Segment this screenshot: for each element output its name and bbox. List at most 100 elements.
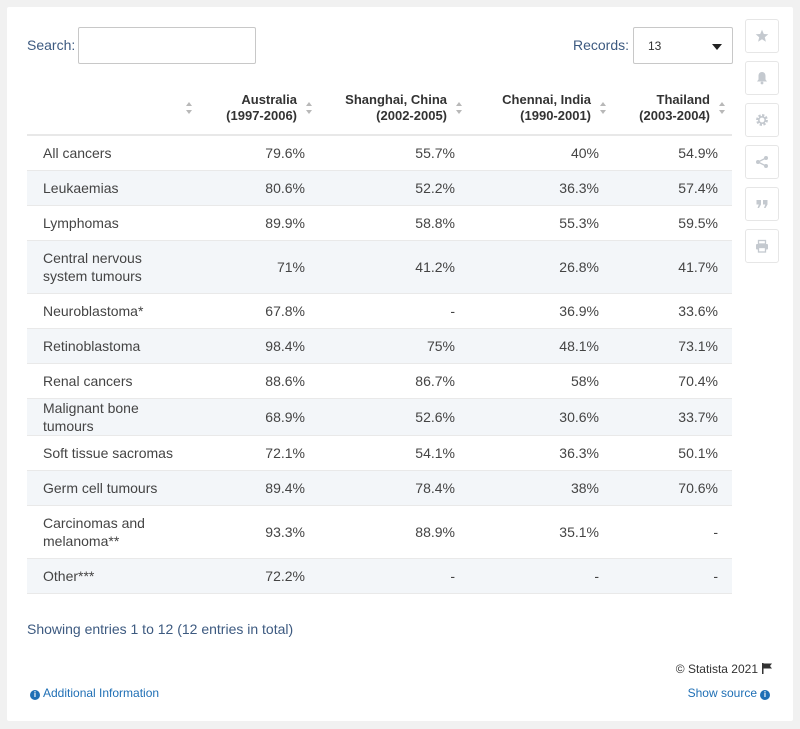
bell-icon: [757, 72, 767, 85]
row-label: Leukaemias: [27, 170, 199, 206]
table-cell: 57.4%: [613, 170, 732, 206]
share-button[interactable]: [745, 145, 779, 179]
table-cell: 88.9%: [319, 505, 469, 559]
table-cell: 35.1%: [469, 505, 613, 559]
column-header[interactable]: Australia (1997-2006): [199, 82, 319, 136]
table-cell: 68.9%: [199, 398, 319, 436]
table-row: Renal cancers 88.6% 86.7% 58% 70.4%: [27, 363, 732, 399]
flag-icon[interactable]: [762, 663, 773, 674]
table-cell: 52.6%: [319, 398, 469, 436]
records-label: Records:: [573, 37, 630, 53]
table-cell: 54.9%: [613, 135, 732, 171]
table-row: Neuroblastoma* 67.8% -36.9% 33.6%: [27, 293, 732, 329]
table-cell: 89.4%: [199, 470, 319, 506]
table-cell: 50.1%: [613, 435, 732, 471]
table-row: Germ cell tumours 89.4% 78.4% 38% 70.6%: [27, 470, 732, 506]
column-header-line1: Australia: [241, 92, 297, 107]
table-cell: 79.6%: [199, 135, 319, 171]
notification-button[interactable]: [745, 61, 779, 95]
table-cell: 86.7%: [319, 363, 469, 399]
show-source-label: Show source: [687, 686, 757, 700]
records-select[interactable]: 13: [633, 27, 733, 64]
table-row: Lymphomas 89.9% 58.8% 55.3% 59.5%: [27, 205, 732, 241]
sort-icon: [719, 102, 726, 114]
column-header-line2: (1990-2001): [520, 108, 591, 123]
sort-icon: [600, 102, 607, 114]
table-cell: 41.7%: [613, 240, 732, 294]
row-label: Central nervous system tumours: [27, 240, 199, 294]
row-label: Soft tissue sacromas: [27, 435, 199, 471]
gear-icon: [756, 114, 768, 126]
table-cell: 70.4%: [613, 363, 732, 399]
table-cell: 88.6%: [199, 363, 319, 399]
table-cell: 71%: [199, 240, 319, 294]
table-header-row: Australia (1997-2006) Shanghai, China (2002…: [27, 82, 732, 136]
table-cell: 55.3%: [469, 205, 613, 241]
row-label: All cancers: [27, 135, 199, 171]
table-cell: 26.8%: [469, 240, 613, 294]
row-label: Lymphomas: [27, 205, 199, 241]
table-cell: -: [613, 558, 732, 594]
quote-icon: [756, 200, 768, 208]
column-header[interactable]: Shanghai, China (2002-2005): [319, 82, 469, 136]
statistic-card: Search: Records: 13 Australia (1997-2006)…: [7, 7, 793, 721]
search-input[interactable]: [78, 27, 256, 64]
column-header[interactable]: Thailand (2003-2004): [613, 82, 732, 136]
table-cell: -: [469, 558, 613, 594]
table-cell: 36.3%: [469, 435, 613, 471]
table-cell: 33.6%: [613, 293, 732, 329]
table-cell: 73.1%: [613, 328, 732, 364]
table-row: Carcinomas and melanoma** 93.3% 88.9% 35.1%…: [27, 505, 732, 559]
column-header[interactable]: [27, 82, 199, 136]
favorite-button[interactable]: [745, 19, 779, 53]
copyright: © Statista 2021: [676, 662, 773, 676]
entries-summary: Showing entries 1 to 12 (12 entries in t…: [27, 621, 294, 637]
table-cell: 58.8%: [319, 205, 469, 241]
additional-information-link[interactable]: i Additional Information: [27, 686, 159, 700]
side-toolbar: [745, 19, 779, 271]
sort-icon: [186, 102, 193, 114]
sort-icon: [456, 102, 463, 114]
table-cell: 58%: [469, 363, 613, 399]
table-row: Central nervous system tumours 71% 41.2% 26…: [27, 240, 732, 294]
print-icon: [756, 239, 768, 253]
table-body: All cancers 79.6% 55.7% 40% 54.9% Leukaemias 8…: [27, 135, 732, 594]
table-cell: 70.6%: [613, 470, 732, 506]
table-cell: 40%: [469, 135, 613, 171]
info-icon: i: [760, 690, 770, 700]
additional-information-label: Additional Information: [43, 686, 160, 700]
table-cell: 36.9%: [469, 293, 613, 329]
row-label: Carcinomas and melanoma**: [27, 505, 199, 559]
table-cell: -: [319, 293, 469, 329]
table-cell: 30.6%: [469, 398, 613, 436]
table-toolbar: Search: Records: 13: [27, 27, 733, 65]
row-label: Malignant bone tumours: [27, 398, 199, 436]
table-cell: 54.1%: [319, 435, 469, 471]
column-header-line2: (2002-2005): [376, 108, 447, 123]
cite-button[interactable]: [745, 187, 779, 221]
table-row: Leukaemias 80.6% 52.2% 36.3% 57.4%: [27, 170, 732, 206]
column-header-line1: Thailand: [656, 92, 710, 107]
table-cell: 52.2%: [319, 170, 469, 206]
table-row: Soft tissue sacromas 72.1% 54.1% 36.3% 50.1%: [27, 435, 732, 471]
info-icon: i: [30, 690, 40, 700]
table-cell: 93.3%: [199, 505, 319, 559]
records-value: 13: [648, 39, 662, 53]
sort-icon: [306, 102, 313, 114]
table-cell: 59.5%: [613, 205, 732, 241]
table-cell: 75%: [319, 328, 469, 364]
table-row: Retinoblastoma 98.4% 75% 48.1% 73.1%: [27, 328, 732, 364]
data-table: Australia (1997-2006) Shanghai, China (2002…: [27, 82, 732, 594]
table-cell: 48.1%: [469, 328, 613, 364]
row-label: Germ cell tumours: [27, 470, 199, 506]
table-cell: 98.4%: [199, 328, 319, 364]
search-label: Search:: [27, 37, 76, 53]
column-header[interactable]: Chennai, India (1990-2001): [469, 82, 613, 136]
table-row: Other*** 72.2% - - -: [27, 558, 732, 594]
table-cell: -: [319, 558, 469, 594]
print-button[interactable]: [745, 229, 779, 263]
settings-button[interactable]: [745, 103, 779, 137]
table-cell: 41.2%: [319, 240, 469, 294]
show-source-link[interactable]: Show source i: [688, 686, 773, 700]
table-cell: 67.8%: [199, 293, 319, 329]
